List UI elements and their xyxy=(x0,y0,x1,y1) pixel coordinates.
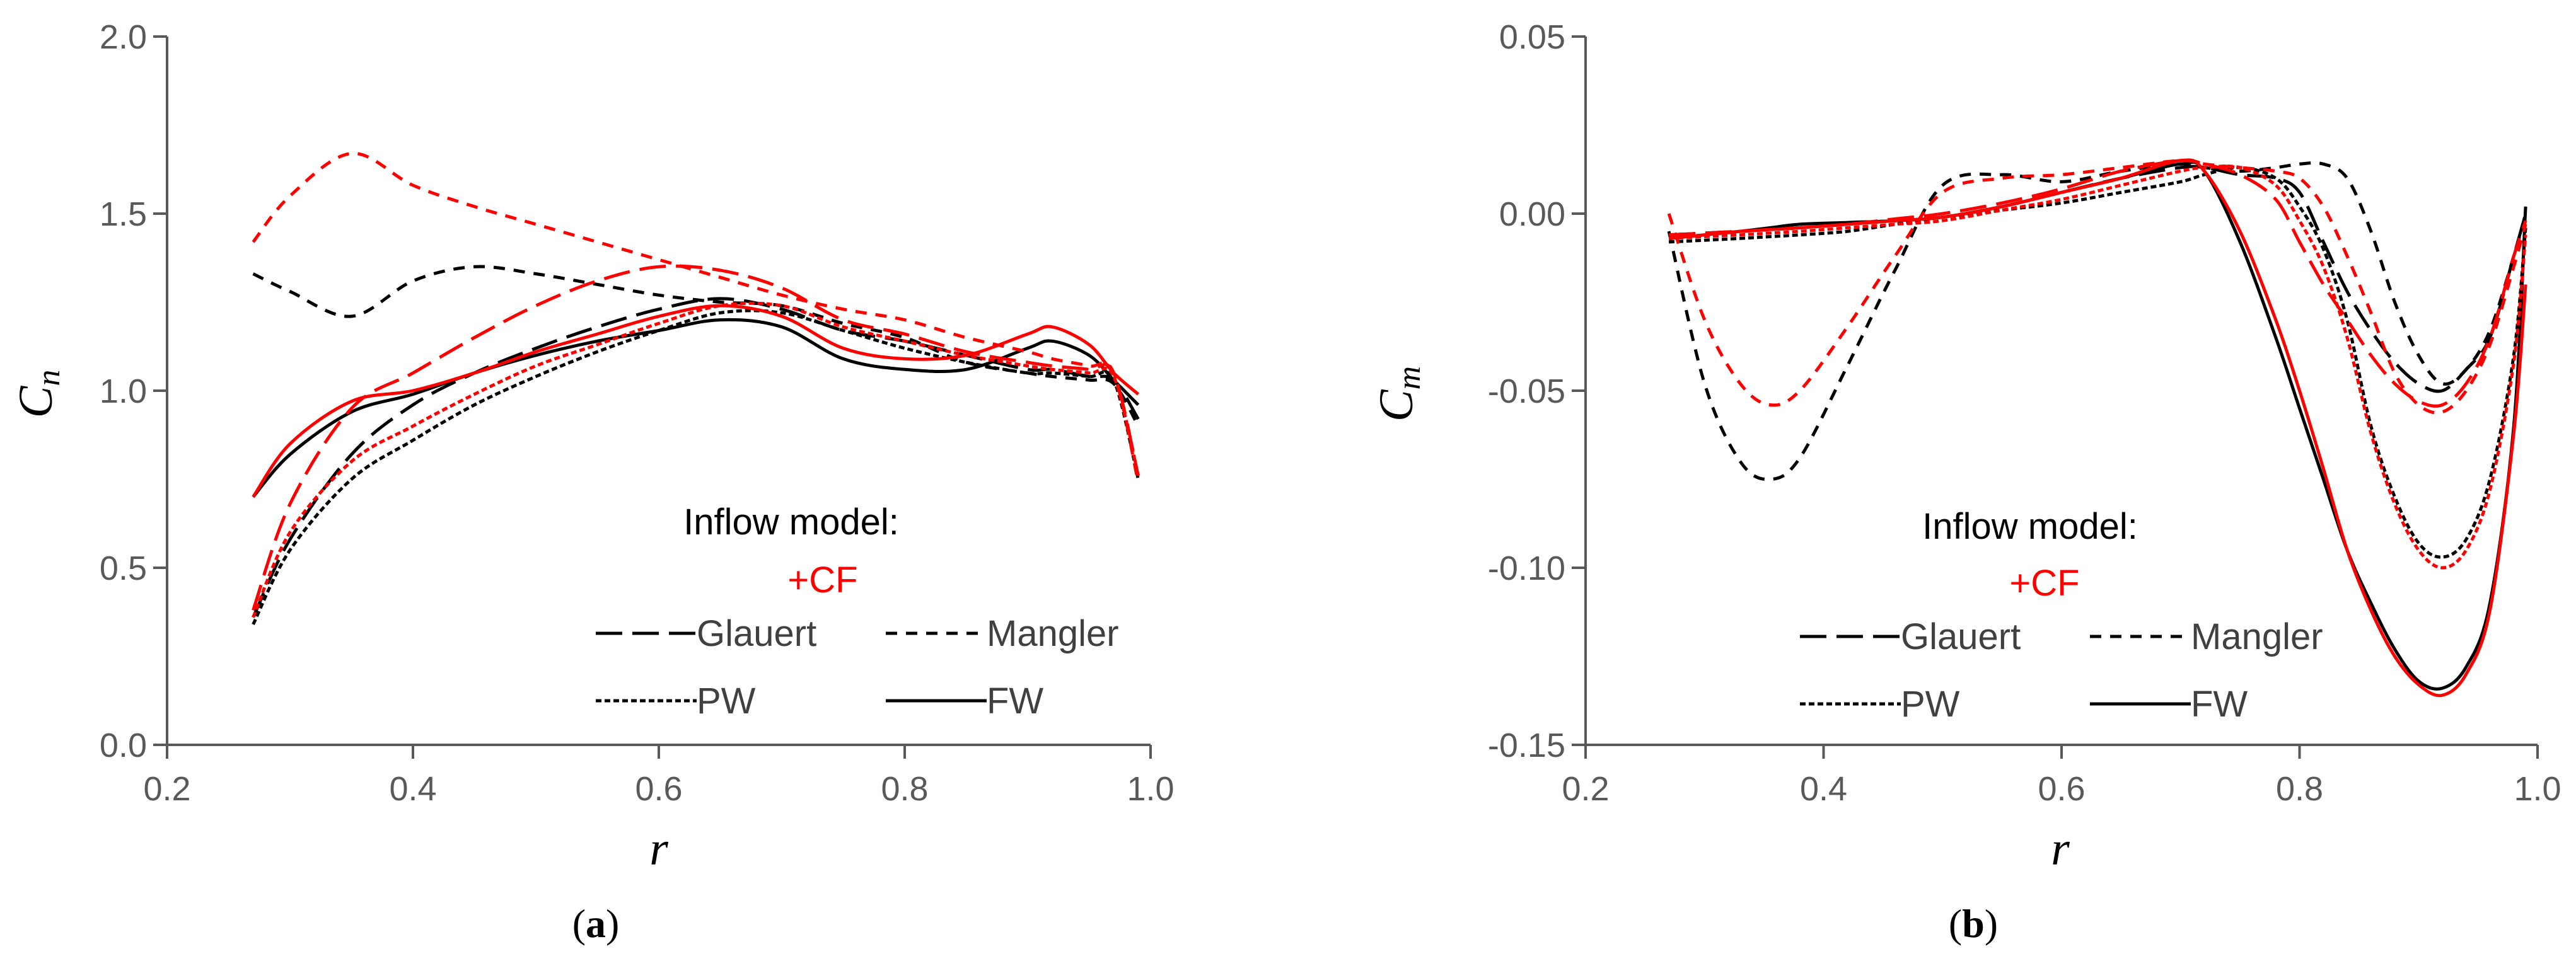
series-pw-line xyxy=(1668,166,2527,559)
x-tick-label: 0.2 xyxy=(143,770,190,808)
panel-a-caption: (a) xyxy=(572,901,620,946)
legend-cf-label: +CF xyxy=(787,560,857,601)
legend-title: Inflow model: xyxy=(1922,506,2138,547)
legend-cf-label: +CF xyxy=(2009,563,2079,604)
x-tick-label: 0.4 xyxy=(1800,770,1847,808)
x-tick-label: 0.8 xyxy=(2276,770,2323,808)
y-tick-label: -0.10 xyxy=(1488,550,1565,587)
legend-glauert-label: Glauert xyxy=(1901,616,2021,657)
x-tick-label: 0.6 xyxy=(2038,770,2085,808)
panel-b-series xyxy=(1667,158,2527,698)
y-tick-label: 2.0 xyxy=(100,18,147,56)
legend-fw-label: FW xyxy=(2191,684,2248,725)
panel-b-x-label: r xyxy=(2051,822,2070,875)
x-tick-label: 1.0 xyxy=(1127,770,1174,808)
series-pw-cf-line xyxy=(1668,164,2527,570)
panel-a-x-ticks: 0.2 0.4 0.6 0.8 1.0 xyxy=(143,745,1175,808)
y-tick-label: 0.5 xyxy=(100,550,147,587)
legend-glauert-label: Glauert xyxy=(697,613,816,654)
panel-a-y-label: Cn xyxy=(9,370,67,418)
y-tick-label: -0.05 xyxy=(1488,372,1565,410)
y-tick-label: 0.0 xyxy=(100,727,147,764)
legend-fw-label: FW xyxy=(987,681,1043,722)
x-tick-label: 1.0 xyxy=(2514,770,2561,808)
series-mangler-cf-line xyxy=(1667,159,2527,415)
legend-mangler-label: Mangler xyxy=(2191,616,2323,657)
panel-b: -0.15-0.10-0.050.000.05 0.2 0.4 0.6 0.8 1.0 … xyxy=(1370,18,2561,946)
panel-a-y-ticks: 0.0 0.5 1.0 1.5 2.0 xyxy=(100,18,167,764)
y-tick-label: 1.5 xyxy=(100,195,147,233)
series-pw-cf-line xyxy=(252,301,1140,618)
series-fw-cf-line xyxy=(252,304,1140,498)
panel-a-series xyxy=(252,151,1140,626)
series-glauert-line xyxy=(252,297,1140,618)
legend-pw-label: PW xyxy=(1901,684,1960,725)
panel-b-caption: (b) xyxy=(1949,901,1998,946)
x-tick-label: 0.2 xyxy=(1562,770,1609,808)
y-tick-label: -0.15 xyxy=(1488,727,1565,764)
panel-a-x-label: r xyxy=(649,822,668,875)
legend-pw-label: PW xyxy=(697,681,756,722)
panel-a-legend: Inflow model: +CF Glauert Mangler PW FW xyxy=(596,502,1119,722)
y-tick-label: 0.05 xyxy=(1499,18,1565,56)
series-glauert-line xyxy=(1668,164,2527,393)
y-tick-label: 1.0 xyxy=(100,372,147,410)
panel-b-legend: Inflow model: +CF Glauert Mangler PW FW xyxy=(1800,506,2323,725)
panel-b-y-label: Cm xyxy=(1370,366,1427,422)
x-tick-label: 0.8 xyxy=(881,770,928,808)
y-tick-label: 0.00 xyxy=(1499,195,1565,233)
x-tick-label: 0.6 xyxy=(635,770,682,808)
series-glauert-cf-line xyxy=(252,264,1140,611)
panel-b-y-ticks: -0.15 -0.10 -0.05 0.00 0.05 xyxy=(1488,18,1586,764)
series-mangler-line xyxy=(1667,161,2527,481)
series-mangler-line xyxy=(252,265,1140,427)
legend-mangler-label: Mangler xyxy=(987,613,1119,654)
x-tick-label: 0.4 xyxy=(389,770,436,808)
panel-a: 0.0 0.5 1.0 1.5 2.0 0.2 0.4 0.6 0.8 1.0 r Cn Inf… xyxy=(9,18,1175,946)
series-pw-line xyxy=(252,309,1140,626)
series-fw-line xyxy=(252,318,1140,498)
series-fw-cf-line xyxy=(1668,158,2527,698)
series-glauert-cf-line xyxy=(1668,158,2527,408)
panel-b-x-ticks: 0.2 0.4 0.6 0.8 1.0 xyxy=(1562,745,2561,808)
series-mangler-cf-line xyxy=(252,151,1140,483)
legend-title: Inflow model: xyxy=(683,502,899,543)
series-fw-line xyxy=(1668,161,2527,691)
